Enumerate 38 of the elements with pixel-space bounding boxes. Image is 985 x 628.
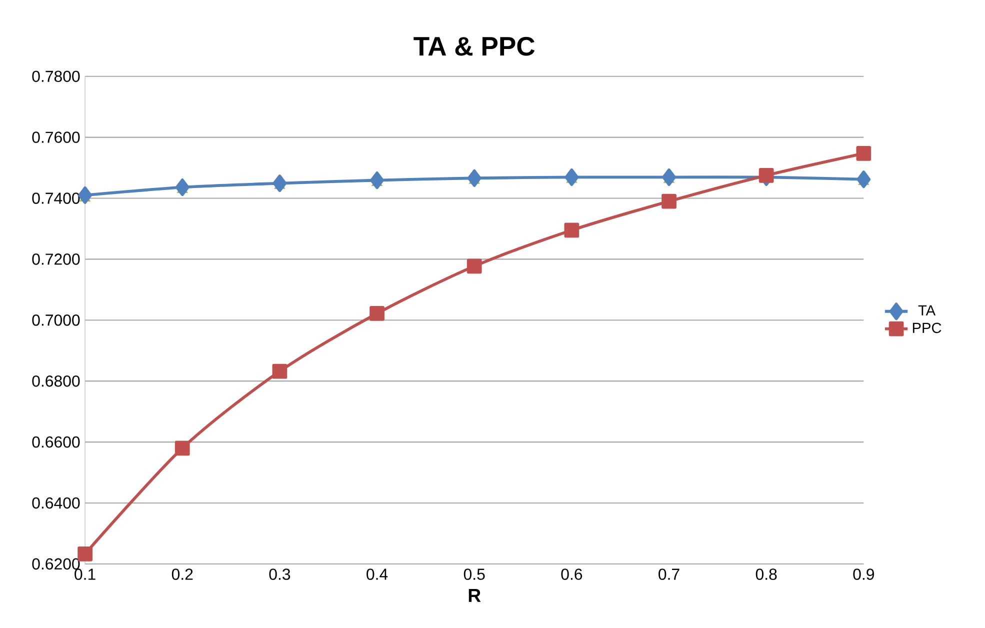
x-axis-title: R [468, 588, 481, 602]
x-tick-label: 0.1 [74, 568, 96, 580]
y-tick-label: 0.6600 [32, 436, 80, 448]
point [662, 168, 676, 186]
y-tick-label: 0.7400 [32, 192, 80, 204]
x-tick-label: 0.5 [464, 568, 485, 580]
x-tick-label: 0.6 [561, 568, 582, 580]
chart-title: TA & PPC [414, 36, 535, 56]
y-tick-label: 0.6400 [32, 497, 80, 509]
y-tick-label: 0.7200 [32, 253, 80, 265]
y-tick-label: 0.6800 [32, 375, 80, 387]
point [662, 194, 676, 209]
y-tick-label: 0.7800 [32, 70, 80, 82]
point [272, 174, 287, 192]
x-tick-label: 0.8 [756, 568, 777, 580]
point [564, 222, 580, 238]
y-tick-label: 0.7600 [32, 132, 80, 143]
x-tick-label: 0.7 [658, 568, 680, 580]
point [370, 171, 384, 189]
point [272, 364, 288, 379]
legend-label: PPC [912, 322, 942, 333]
point [466, 258, 482, 274]
point [467, 169, 482, 187]
x-tick-label: 0.2 [172, 568, 193, 580]
point [564, 168, 579, 186]
x-tick-label: 0.4 [366, 568, 388, 580]
point [175, 178, 190, 196]
x-tick-label: 0.3 [269, 568, 290, 580]
point [856, 146, 872, 161]
point [370, 306, 384, 321]
point [856, 170, 871, 188]
x-tick-label: 0.9 [853, 568, 874, 580]
point [174, 440, 190, 456]
point [78, 186, 92, 204]
y-tick-label: 0.6200 [32, 558, 80, 570]
y-tick-label: 0.7000 [32, 314, 80, 326]
point [758, 168, 774, 183]
legend-label: TA [918, 305, 936, 316]
